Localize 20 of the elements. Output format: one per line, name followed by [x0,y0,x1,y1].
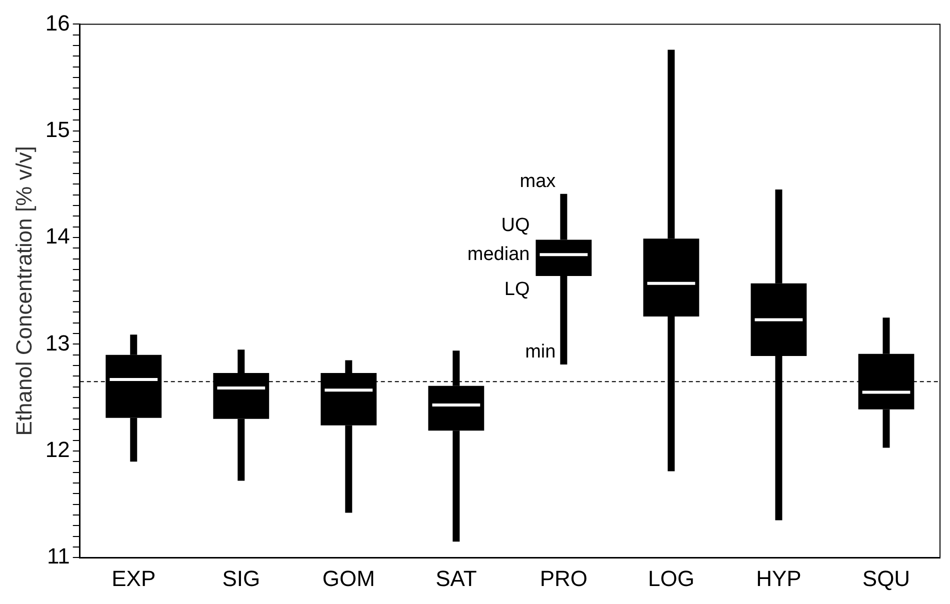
y-tick-label: 12 [45,436,70,462]
x-tick-label: GOM [322,566,375,591]
y-tick-label: 14 [45,224,70,249]
y-tick-label: 11 [47,544,70,569]
x-tick-label: SAT [436,566,477,591]
x-tick-label: EXP [112,566,156,591]
x-tick-label: SQU [862,566,910,591]
y-tick-label: 13 [45,330,70,356]
y-axis-title: Ethanol Concentration [% v/v] [11,146,36,436]
y-tick-label: 15 [45,116,70,142]
y-tick-label: 16 [45,10,70,36]
x-tick-label: LOG [648,566,694,591]
x-tick-label: HYP [756,566,802,591]
x-tick-label: SIG [222,566,260,591]
x-tick-label: PRO [540,566,588,591]
annotation: UQ [501,214,530,236]
annotation: max [520,171,556,192]
annotation: LQ [504,279,530,300]
annotation: median [467,244,530,265]
annotation: min [525,342,556,363]
